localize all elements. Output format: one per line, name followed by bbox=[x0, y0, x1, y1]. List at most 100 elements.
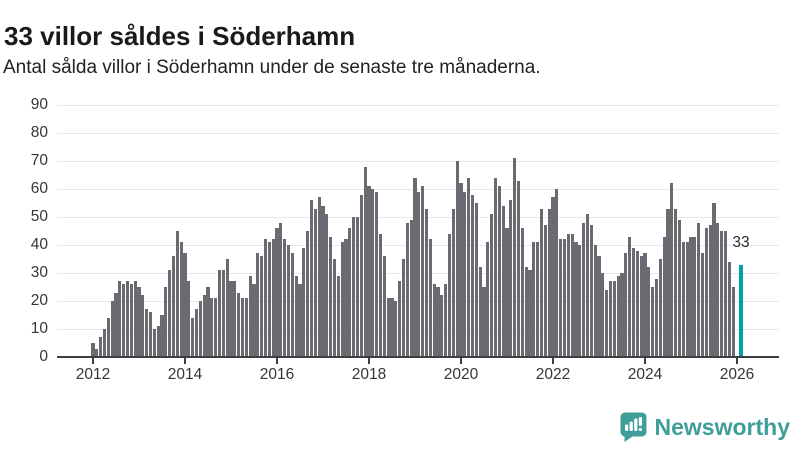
bar bbox=[440, 295, 444, 357]
bar bbox=[459, 183, 463, 357]
bar bbox=[198, 301, 202, 357]
x-axis-label: 2018 bbox=[351, 366, 387, 383]
bar bbox=[367, 186, 371, 357]
bar bbox=[179, 242, 183, 357]
bar bbox=[206, 287, 210, 357]
bar bbox=[608, 281, 613, 357]
bar bbox=[463, 191, 467, 357]
bar bbox=[547, 208, 551, 357]
x-axis-tick bbox=[368, 358, 370, 364]
bar bbox=[118, 281, 122, 357]
bar bbox=[210, 298, 214, 357]
bar bbox=[405, 222, 409, 357]
gridline-y-60 bbox=[57, 189, 779, 190]
bar bbox=[723, 231, 728, 357]
bar bbox=[574, 242, 578, 357]
x-axis-label: 2012 bbox=[75, 366, 111, 383]
bar bbox=[658, 259, 662, 357]
bar bbox=[237, 292, 241, 357]
highlight-value-label: 33 bbox=[732, 234, 750, 251]
bar bbox=[279, 222, 283, 357]
x-axis-tick bbox=[184, 358, 186, 364]
bar bbox=[137, 287, 141, 357]
bar bbox=[133, 281, 137, 357]
bar bbox=[106, 317, 110, 357]
bar bbox=[263, 239, 268, 357]
bar bbox=[524, 267, 528, 357]
bar bbox=[536, 242, 540, 357]
bar bbox=[470, 194, 475, 357]
bar bbox=[720, 231, 724, 357]
bar bbox=[160, 315, 164, 357]
bar bbox=[398, 281, 402, 357]
bar bbox=[501, 205, 505, 357]
bar bbox=[620, 273, 624, 357]
bar bbox=[194, 309, 199, 357]
bar bbox=[244, 298, 248, 357]
bar bbox=[528, 270, 532, 357]
bar bbox=[175, 231, 179, 357]
bar bbox=[681, 242, 685, 357]
bar bbox=[674, 208, 678, 357]
bar bbox=[240, 298, 245, 357]
bar bbox=[248, 275, 252, 357]
bar bbox=[685, 242, 689, 357]
bar bbox=[286, 245, 291, 357]
x-axis-label: 2016 bbox=[259, 366, 295, 383]
x-axis-label: 2024 bbox=[627, 366, 663, 383]
bar bbox=[413, 177, 417, 357]
bar bbox=[275, 228, 279, 357]
bar bbox=[156, 326, 160, 357]
bar bbox=[382, 256, 386, 357]
bar bbox=[570, 233, 574, 357]
bar bbox=[447, 233, 452, 357]
chart-title: 33 villor såldes i Söderhamn bbox=[4, 21, 356, 52]
y-axis-label: 80 bbox=[30, 124, 48, 141]
bar bbox=[141, 295, 145, 357]
x-axis-label: 2014 bbox=[167, 366, 203, 383]
gridline-y-70 bbox=[57, 161, 779, 162]
bar bbox=[355, 217, 360, 357]
bar bbox=[478, 267, 482, 357]
bar bbox=[639, 256, 643, 357]
bar bbox=[616, 275, 620, 357]
y-axis-label: 40 bbox=[30, 236, 48, 253]
bar bbox=[421, 186, 425, 357]
bar bbox=[432, 284, 436, 357]
bar bbox=[306, 231, 310, 357]
x-axis-tick bbox=[276, 358, 278, 364]
bar bbox=[597, 256, 601, 357]
bar bbox=[202, 295, 206, 357]
bar bbox=[171, 256, 176, 357]
bar bbox=[697, 222, 701, 357]
bar bbox=[497, 186, 501, 357]
bar bbox=[451, 208, 455, 357]
newsworthy-branding: Newsworthy bbox=[618, 409, 790, 445]
bar bbox=[336, 275, 340, 357]
bar bbox=[122, 284, 126, 357]
bar bbox=[417, 191, 421, 357]
bar bbox=[716, 222, 720, 357]
bar bbox=[386, 298, 390, 357]
bar bbox=[187, 281, 191, 357]
bar bbox=[267, 242, 271, 357]
bar bbox=[509, 200, 513, 357]
bar bbox=[643, 253, 647, 357]
y-axis-label: 10 bbox=[30, 320, 48, 337]
bar bbox=[486, 242, 490, 357]
x-axis-tick bbox=[552, 358, 554, 364]
newsworthy-wordmark: Newsworthy bbox=[654, 414, 790, 440]
bar bbox=[99, 337, 103, 357]
bar bbox=[455, 161, 459, 357]
bar bbox=[390, 298, 394, 357]
bar bbox=[95, 348, 99, 357]
bar bbox=[344, 239, 348, 357]
bar bbox=[467, 177, 471, 357]
bar bbox=[700, 253, 705, 357]
bar bbox=[233, 281, 237, 357]
x-axis-line bbox=[57, 356, 779, 358]
bar bbox=[309, 200, 314, 357]
bar bbox=[225, 259, 229, 357]
bar bbox=[628, 236, 632, 357]
bar bbox=[317, 197, 321, 357]
